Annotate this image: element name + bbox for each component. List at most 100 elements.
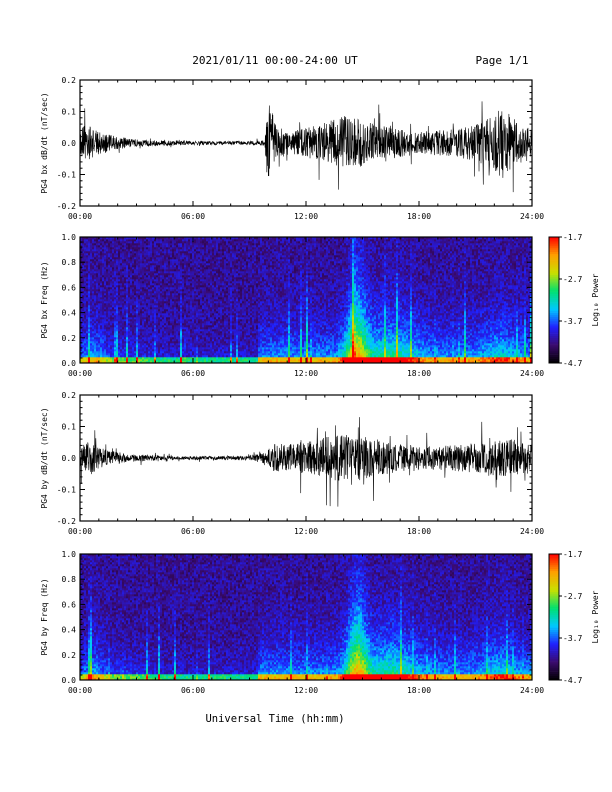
spectrogram-cell	[148, 351, 150, 353]
spectrogram-cell	[108, 329, 110, 331]
spectrogram-cell	[134, 265, 136, 267]
spectrogram-cell	[218, 283, 220, 285]
spectrogram-cell	[202, 259, 204, 261]
spectrogram-cell	[226, 293, 228, 295]
spectrogram-cell	[198, 347, 200, 349]
spectrogram-cell	[98, 339, 100, 341]
spectrogram-cell	[134, 357, 136, 359]
spectrogram-cell	[106, 245, 108, 247]
spectrogram-cell	[188, 335, 190, 337]
spectrogram-cell	[178, 351, 180, 353]
spectrogram-cell	[120, 291, 122, 293]
spectrogram-cell	[124, 349, 126, 351]
spectrogram-cell	[212, 281, 214, 283]
spectrogram-cell	[234, 317, 236, 319]
spectrogram-cell	[114, 273, 116, 275]
spectrogram-cell	[224, 305, 226, 307]
spectrogram-cell	[232, 317, 234, 319]
spectrogram-cell	[182, 259, 184, 261]
spectrogram-cell	[182, 269, 184, 271]
spectrogram-cell	[132, 331, 134, 333]
spectrogram-cell	[224, 265, 226, 267]
spectrogram-cell	[98, 353, 100, 355]
spectrogram-cell	[200, 355, 202, 357]
spectrogram-cell	[222, 287, 224, 289]
spectrogram-cell	[104, 323, 106, 325]
spectrogram-cell	[146, 255, 148, 257]
spectrogram-cell	[152, 347, 154, 349]
spectrogram-cell	[220, 269, 222, 271]
spectrogram-cell	[90, 317, 92, 319]
spectrogram-cell	[234, 355, 236, 357]
spectrogram-cell	[90, 273, 92, 275]
spectrogram-cell	[86, 317, 88, 319]
spectrogram-cell	[100, 311, 102, 313]
spectrogram-cell	[142, 259, 144, 261]
spectrogram-cell	[116, 295, 118, 297]
spectrogram-cell	[148, 283, 150, 285]
spectrogram-cell	[182, 335, 184, 337]
spectrogram-cell	[154, 339, 156, 341]
spectrogram-cell	[230, 345, 232, 347]
spectrogram-cell	[128, 353, 130, 355]
spectrogram-cell	[134, 341, 136, 343]
spectrogram-cell	[116, 329, 118, 331]
spectrogram-cell	[156, 239, 158, 241]
spectrogram-cell	[216, 357, 218, 359]
spectrogram-cell	[192, 343, 194, 345]
spectrogram-cell	[114, 299, 116, 301]
spectrogram-cell	[164, 311, 166, 313]
spectrogram-cell	[166, 279, 168, 281]
spectrogram-cell	[232, 243, 234, 245]
spectrogram-cell	[180, 333, 182, 335]
spectrogram-cell	[132, 295, 134, 297]
spectrogram-cell	[114, 239, 116, 241]
spectrogram-cell	[192, 305, 194, 307]
spectrogram-cell	[110, 269, 112, 271]
spectrogram-cell	[148, 311, 150, 313]
spectrogram-cell	[122, 281, 124, 283]
spectrogram-cell	[136, 305, 138, 307]
spectrogram-cell	[150, 241, 152, 243]
spectrogram-cell	[228, 275, 230, 277]
spectrogram-cell	[132, 255, 134, 257]
spectrogram-cell	[128, 327, 130, 329]
spectrogram-cell	[224, 329, 226, 331]
spectrogram-cell	[204, 293, 206, 295]
spectrogram-cell	[134, 247, 136, 249]
spectrogram-cell	[196, 339, 198, 341]
spectrogram-cell	[214, 299, 216, 301]
spectrogram-cell	[184, 287, 186, 289]
spectrogram-cell	[84, 263, 86, 265]
spectrogram-cell	[218, 245, 220, 247]
spectrogram-cell	[136, 267, 138, 269]
spectrogram-cell	[110, 303, 112, 305]
spectrogram-cell	[186, 319, 188, 321]
spectrogram-cell	[100, 319, 102, 321]
spectrogram-cell	[206, 353, 208, 355]
spectrogram-cell	[150, 317, 152, 319]
spectrogram-cell	[210, 261, 212, 263]
spectrogram-cell	[110, 261, 112, 263]
spectrogram-cell	[202, 321, 204, 323]
spectrogram-cell	[194, 305, 196, 307]
spectrogram-cell	[150, 307, 152, 309]
spectrogram-cell	[226, 263, 228, 265]
spectrogram-cell	[200, 293, 202, 295]
spectrogram-cell	[128, 267, 130, 269]
spectrogram-cell	[164, 283, 166, 285]
spectrogram-cell	[218, 313, 220, 315]
spectrogram-cell	[88, 335, 90, 337]
spectrogram-cell	[144, 263, 146, 265]
spectrogram-cell	[210, 335, 212, 337]
spectrogram-cell	[164, 289, 166, 291]
spectrogram-cell	[142, 351, 144, 353]
spectrogram-cell	[196, 353, 198, 355]
spectrogram-cell	[208, 347, 210, 349]
spectrogram-cell	[106, 353, 108, 355]
spectrogram-cell	[148, 325, 150, 327]
spectrogram-cell	[222, 241, 224, 243]
spectrogram-cell	[84, 243, 86, 245]
spectrogram-cell	[136, 341, 138, 343]
spectrogram-cell	[132, 271, 134, 273]
